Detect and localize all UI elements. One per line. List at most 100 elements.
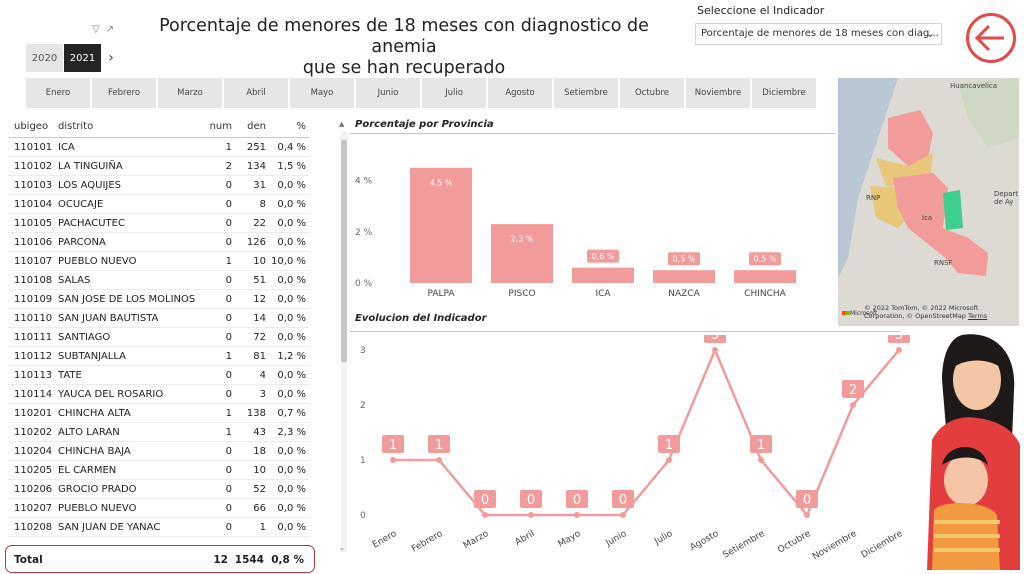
x-tick-label: ICA bbox=[595, 289, 611, 299]
year-2020-button[interactable]: 2020 bbox=[26, 44, 64, 72]
table-cell: 1 bbox=[259, 522, 266, 533]
indicator-selected-value: Porcentaje de menores de 18 meses con di… bbox=[701, 28, 939, 39]
data-label: 2,3 % bbox=[511, 235, 534, 244]
month-button[interactable]: Diciembre bbox=[752, 78, 816, 108]
month-button[interactable]: Setiembre bbox=[554, 78, 618, 108]
table-cell: YAUCA DEL ROSARIO bbox=[58, 389, 164, 400]
month-button[interactable]: Junio bbox=[356, 78, 420, 108]
table-cell: 0,0 % bbox=[277, 180, 306, 191]
table-row[interactable]: 110103 LOS AQUIJES 0 31 0,0 % bbox=[8, 176, 310, 195]
table-cell: SAN JOSE DE LOS MOLINOS bbox=[58, 294, 196, 305]
x-tick-label: PALPA bbox=[427, 289, 455, 299]
table-cell: 0 bbox=[225, 446, 232, 457]
scrollbar-thumb[interactable] bbox=[341, 140, 347, 362]
column-header[interactable]: den bbox=[247, 121, 266, 132]
data-point bbox=[896, 347, 902, 353]
column-header[interactable]: distrito bbox=[58, 121, 94, 132]
chevron-down-icon: ⌄ bbox=[925, 27, 935, 40]
map-terms-link[interactable]: Terms bbox=[968, 312, 988, 320]
column-header[interactable]: % bbox=[296, 121, 306, 132]
month-button[interactable]: Febrero bbox=[92, 78, 156, 108]
table-cell: 0,0 % bbox=[277, 313, 306, 324]
table-row[interactable]: 110104 OCUCAJE 0 8 0,0 % bbox=[8, 195, 310, 214]
y-tick-label: 0 bbox=[360, 511, 366, 521]
table-row[interactable]: 110208 SAN JUAN DE YANAC 0 1 0,0 % bbox=[8, 518, 310, 537]
back-arrow-button[interactable] bbox=[966, 13, 1016, 63]
indicator-dropdown[interactable]: Porcentaje de menores de 18 meses con di… bbox=[695, 23, 942, 45]
focus-mode-icon[interactable]: ↗ bbox=[105, 24, 121, 35]
year-2021-button[interactable]: 2021 bbox=[64, 44, 102, 72]
table-cell: 110114 bbox=[14, 389, 53, 400]
table-row[interactable]: 110107 PUEBLO NUEVO 1 10 10,0 % bbox=[8, 252, 310, 271]
table-cell: 10,0 % bbox=[271, 256, 306, 267]
chevron-right-icon[interactable]: › bbox=[108, 50, 114, 66]
table-row[interactable]: 110112 SUBTANJALLA 1 81 1,2 % bbox=[8, 347, 310, 366]
table-row[interactable]: 110110 SAN JUAN BAUTISTA 0 14 0,0 % bbox=[8, 309, 310, 328]
month-button[interactable]: Mayo bbox=[290, 78, 354, 108]
data-label-bg bbox=[668, 252, 700, 266]
table-cell: LOS AQUIJES bbox=[58, 180, 122, 191]
data-label-bg bbox=[520, 490, 542, 508]
map-shapes bbox=[838, 78, 1019, 326]
data-label: 2 bbox=[849, 383, 857, 398]
map-city-label: Ica bbox=[922, 214, 933, 222]
table-cell: 0,7 % bbox=[277, 408, 306, 419]
table-cell: 43 bbox=[253, 427, 266, 438]
table-row[interactable]: 110202 ALTO LARAN 1 43 2,3 % bbox=[8, 423, 310, 442]
table-row[interactable]: 110109 SAN JOSE DE LOS MOLINOS 0 12 0,0 % bbox=[8, 290, 310, 309]
table-cell: 110102 bbox=[14, 161, 53, 172]
table-row[interactable]: 110105 PACHACUTEC 0 22 0,0 % bbox=[8, 214, 310, 233]
table-cell: SANTIAGO bbox=[58, 332, 111, 343]
scroll-down-icon[interactable]: ⌄ bbox=[339, 544, 345, 552]
month-button[interactable]: Enero bbox=[26, 78, 90, 108]
data-label-bg bbox=[474, 490, 496, 508]
table-row[interactable]: 110108 SALAS 0 51 0,0 % bbox=[8, 271, 310, 290]
data-point bbox=[758, 457, 764, 463]
data-label-bg bbox=[425, 175, 457, 189]
x-tick-label: Marzo bbox=[462, 529, 491, 552]
data-label-bg bbox=[888, 335, 910, 343]
scroll-up-icon[interactable]: ▲ bbox=[339, 120, 345, 128]
data-label: 0 bbox=[619, 493, 627, 508]
month-button[interactable]: Agosto bbox=[488, 78, 552, 108]
column-header[interactable]: ubigeo bbox=[14, 121, 49, 132]
table-row[interactable]: 110114 YAUCA DEL ROSARIO 0 3 0,0 % bbox=[8, 385, 310, 404]
table-row[interactable]: 110101 ICA 1 251 0,4 % bbox=[8, 138, 310, 157]
table-cell: 1,5 % bbox=[277, 161, 306, 172]
month-button[interactable]: Octubre bbox=[620, 78, 684, 108]
y-tick-label: 1 bbox=[360, 456, 366, 466]
month-button[interactable]: Marzo bbox=[158, 78, 222, 108]
table-cell: 72 bbox=[253, 332, 266, 343]
table-row[interactable]: 110201 CHINCHA ALTA 1 138 0,7 % bbox=[8, 404, 310, 423]
table-row[interactable]: 110111 SANTIAGO 0 72 0,0 % bbox=[8, 328, 310, 347]
month-button[interactable]: Noviembre bbox=[686, 78, 750, 108]
table-row[interactable]: 110113 TATE 0 4 0,0 % bbox=[8, 366, 310, 385]
x-tick-label: Enero bbox=[371, 529, 399, 551]
table-row[interactable]: 110207 PUEBLO NUEVO 0 66 0,0 % bbox=[8, 499, 310, 518]
month-button[interactable]: Julio bbox=[422, 78, 486, 108]
y-tick-label: 0 % bbox=[355, 279, 373, 289]
table-cell: 110108 bbox=[14, 275, 53, 286]
data-label-bg bbox=[612, 490, 634, 508]
data-point bbox=[850, 402, 856, 408]
table-row[interactable]: 110204 CHINCHA BAJA 0 18 0,0 % bbox=[8, 442, 310, 461]
x-tick-label: Agosto bbox=[689, 529, 721, 553]
province-map[interactable]: Huancavelica RNP Ica RNSF Depart de Ay ©… bbox=[838, 78, 1019, 326]
data-label: 1 bbox=[389, 438, 397, 453]
map-city-label: Huancavelica bbox=[950, 82, 998, 90]
table-cell: 0 bbox=[225, 218, 232, 229]
table-row[interactable]: 110206 GROCIO PRADO 0 52 0,0 % bbox=[8, 480, 310, 499]
month-button[interactable]: Abril bbox=[224, 78, 288, 108]
table-scrollbar[interactable] bbox=[341, 132, 347, 552]
column-header[interactable]: num bbox=[209, 121, 232, 132]
table-row[interactable]: 110106 PARCONA 0 126 0,0 % bbox=[8, 233, 310, 252]
table-row[interactable]: 110205 EL CARMEN 0 10 0,0 % bbox=[8, 461, 310, 480]
table-cell: PUEBLO NUEVO bbox=[58, 256, 137, 267]
table-row[interactable]: 110102 LA TINGUIÑA 2 134 1,5 % bbox=[8, 157, 310, 176]
filter-icon[interactable]: ▽ bbox=[92, 24, 106, 35]
total-num: 12 bbox=[213, 554, 228, 566]
data-label: 1 bbox=[435, 438, 443, 453]
x-tick-label: Junio bbox=[604, 529, 629, 549]
y-tick-label: 4 % bbox=[355, 177, 373, 187]
table-cell: 12 bbox=[253, 294, 266, 305]
